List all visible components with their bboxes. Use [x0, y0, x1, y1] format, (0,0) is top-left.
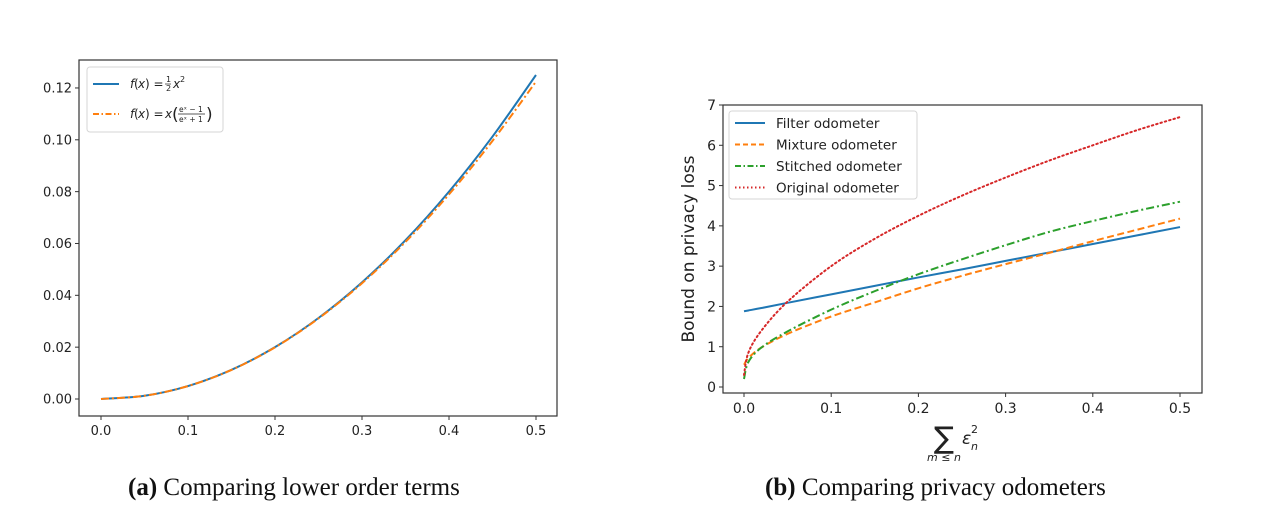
y-tick-label: 0.12 — [43, 82, 72, 97]
x-tick-label: 0.1 — [178, 424, 199, 439]
y-tick-label: 6 — [707, 138, 716, 154]
x-tick-label: 0.1 — [820, 401, 842, 417]
svg-text:2: 2 — [166, 84, 171, 93]
svg-text:x: x — [164, 107, 173, 121]
svg-text:): ) — [206, 105, 213, 125]
chart-privacy-odometers: 0.0 0.1 0.2 0.3 0.4 0.5 0 1 2 3 4 5 6 7 Bound on priva… — [679, 98, 1203, 464]
legend: f(x) = 12 x 2f(x) = x(eˣ − 1eˣ + 1) — [86, 66, 224, 133]
x-tick-label: 0.2 — [907, 401, 929, 417]
chart-lower-order-terms: 0.0 0.1 0.2 0.3 0.4 0.5 0.00 0.02 0.04 0.06 0.08 0.… — [43, 59, 558, 439]
svg-text:) =: ) = — [145, 77, 164, 91]
x-tick-label: 0.2 — [265, 424, 286, 439]
x-tick-label: 0.0 — [733, 401, 755, 417]
series-line-2 — [743, 200, 1181, 380]
svg-text:(: ( — [134, 77, 139, 91]
svg-text:2: 2 — [180, 75, 185, 84]
x-tick-label: 0.4 — [1082, 401, 1104, 417]
svg-text:x: x — [137, 77, 146, 91]
legend: Filter odometer Mixture odometer Stitched … — [728, 110, 918, 200]
y-tick-label: 0 — [707, 380, 716, 396]
svg-text:m ≤ n: m ≤ n — [927, 451, 961, 464]
x-tick-label: 0.5 — [1169, 401, 1191, 417]
y-tick-label: 2 — [707, 299, 716, 315]
x-tick-label: 0.3 — [994, 401, 1016, 417]
y-tick-label: 5 — [707, 179, 716, 195]
y-tick-label: 3 — [707, 259, 716, 275]
plot-area — [743, 116, 1181, 380]
svg-text:f: f — [130, 77, 136, 91]
legend-label: Stitched odometer — [776, 159, 902, 175]
y-axis-label: Bound on privacy loss — [679, 155, 699, 342]
caption-a: (a) Comparing lower order terms — [128, 474, 460, 502]
y-tick-label: 0.02 — [43, 341, 72, 356]
svg-text:(: ( — [134, 107, 139, 121]
y-tick-label: 1 — [707, 340, 716, 356]
x-tick-label: 0.4 — [439, 424, 460, 439]
svg-text:ε: ε — [962, 429, 971, 449]
legend-label: Filter odometer — [776, 116, 880, 132]
svg-text:eˣ + 1: eˣ + 1 — [179, 115, 203, 124]
legend-label: f(x) = 12 x 2 — [130, 75, 185, 93]
svg-text:x: x — [172, 77, 181, 91]
legend-label: f(x) = x(eˣ − 1eˣ + 1) — [130, 105, 213, 125]
svg-text:2: 2 — [971, 423, 978, 436]
x-axis-label: ∑m ≤ nε 2 n — [927, 421, 978, 464]
svg-text:) =: ) = — [145, 107, 164, 121]
y-tick-label: 0.00 — [43, 393, 72, 408]
axes-frame — [722, 104, 1203, 394]
series-line-0 — [743, 226, 1181, 313]
svg-text:(: ( — [172, 105, 179, 125]
y-tick-label: 0.10 — [43, 133, 72, 148]
y-tick-label: 0.08 — [43, 185, 72, 200]
axes-frame — [78, 59, 558, 417]
x-tick-label: 0.3 — [352, 424, 373, 439]
series-line-3 — [743, 116, 1181, 376]
caption-b-label: (b) — [765, 474, 796, 501]
caption-b: (b) Comparing privacy odometers — [765, 474, 1106, 502]
caption-a-label: (a) — [128, 474, 158, 501]
caption-a-text: Comparing lower order terms — [163, 474, 460, 501]
svg-text:∑: ∑ — [934, 421, 954, 456]
y-tick-label: 0.04 — [43, 289, 72, 304]
legend-label: Original odometer — [776, 181, 899, 197]
y-tick-label: 0.06 — [43, 237, 72, 252]
svg-text:1: 1 — [166, 75, 171, 84]
legend-label: Mixture odometer — [776, 138, 897, 154]
x-tick-label: 0.0 — [91, 424, 112, 439]
svg-text:eˣ − 1: eˣ − 1 — [179, 105, 203, 114]
x-tick-label: 0.5 — [526, 424, 547, 439]
svg-text:f: f — [130, 107, 136, 121]
y-tick-label: 4 — [707, 219, 716, 235]
plot-area — [100, 74, 537, 400]
series-line-0 — [100, 74, 537, 400]
caption-b-text: Comparing privacy odometers — [801, 474, 1106, 501]
svg-text:n: n — [971, 440, 978, 453]
y-tick-label: 7 — [707, 98, 716, 114]
svg-text:x: x — [137, 107, 146, 121]
